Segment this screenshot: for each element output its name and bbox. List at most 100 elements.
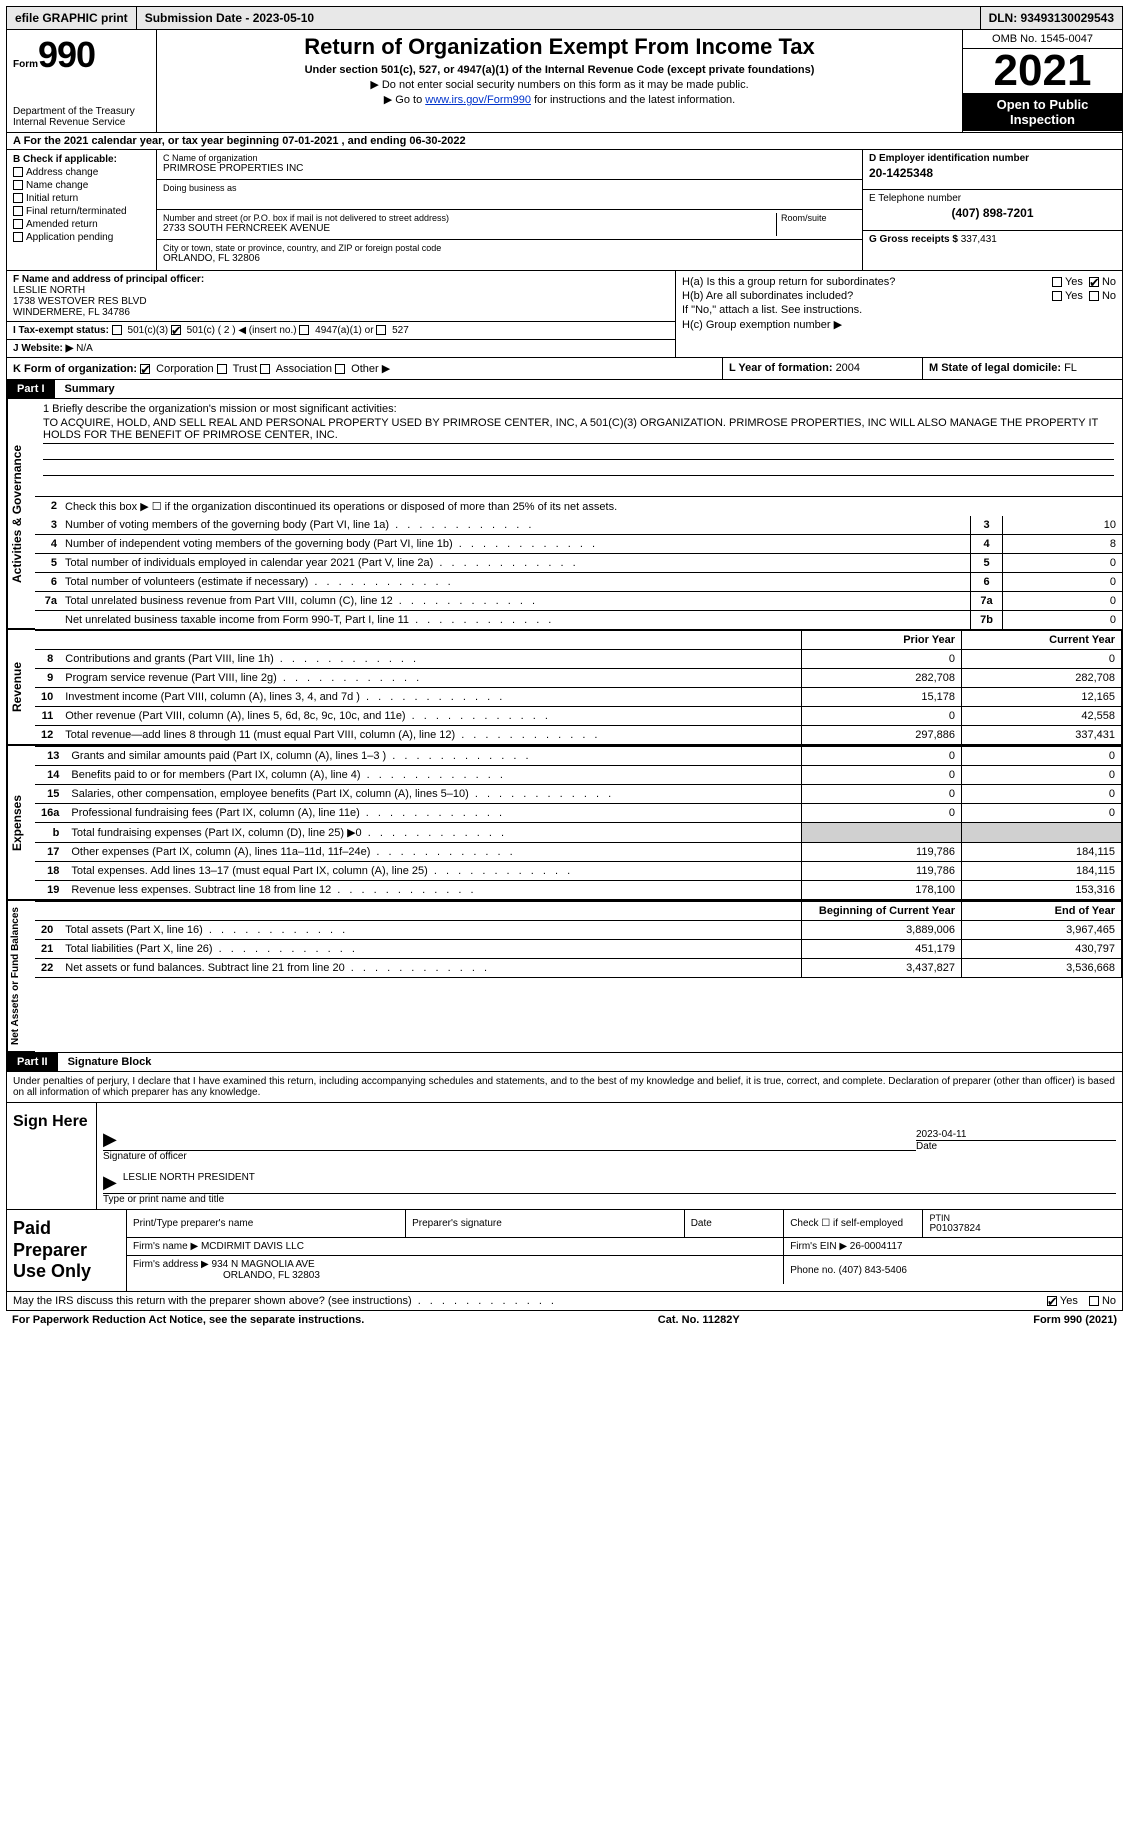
hb-label: H(b) Are all subordinates included? bbox=[682, 290, 1052, 302]
street-value: 2733 SOUTH FERNCREEK AVENUE bbox=[163, 223, 776, 234]
e-label: E Telephone number bbox=[869, 193, 1116, 204]
chk-ha-no[interactable] bbox=[1089, 277, 1099, 287]
section-b-c-d-e-g: B Check if applicable: Address change Na… bbox=[6, 150, 1123, 271]
table-row: 20Total assets (Part X, line 16)3,889,00… bbox=[35, 921, 1122, 940]
note-ssn: ▶ Do not enter social security numbers o… bbox=[163, 78, 956, 91]
row-a-tax-year: A For the 2021 calendar year, or tax yea… bbox=[6, 133, 1123, 150]
m-value: FL bbox=[1064, 362, 1077, 374]
table-row: 13Grants and similar amounts paid (Part … bbox=[35, 747, 1122, 766]
chk-amended-return[interactable] bbox=[13, 219, 23, 229]
row-k-l-m: K Form of organization: Corporation Trus… bbox=[6, 358, 1123, 380]
firm-ein: 26-0004117 bbox=[850, 1241, 903, 1252]
dept-label: Department of the Treasury bbox=[13, 106, 150, 117]
chk-association[interactable] bbox=[260, 364, 270, 374]
sign-block: Sign Here ▶ Signature of officer 2023-04… bbox=[6, 1103, 1123, 1210]
org-name: PRIMROSE PROPERTIES INC bbox=[163, 163, 856, 174]
b-label: B Check if applicable: bbox=[13, 154, 150, 165]
topbar: efile GRAPHIC print Submission Date - 20… bbox=[6, 6, 1123, 30]
summary-row: 4Number of independent voting members of… bbox=[35, 535, 1122, 554]
table-row: 16aProfessional fundraising fees (Part I… bbox=[35, 804, 1122, 823]
chk-application-pending[interactable] bbox=[13, 232, 23, 242]
sig-date-value: 2023-04-11 bbox=[916, 1129, 1116, 1141]
street-label: Number and street (or P.O. box if mail i… bbox=[163, 213, 776, 223]
table-row: 18Total expenses. Add lines 13–17 (must … bbox=[35, 862, 1122, 881]
sig-arrow2-icon: ▶ bbox=[103, 1172, 117, 1193]
ptin-value: P01037824 bbox=[929, 1223, 1116, 1234]
header-center: Return of Organization Exempt From Incom… bbox=[157, 30, 962, 132]
form-prefix: Form bbox=[13, 59, 38, 70]
footer: For Paperwork Reduction Act Notice, see … bbox=[6, 1311, 1123, 1329]
discuss-text: May the IRS discuss this return with the… bbox=[13, 1295, 1047, 1307]
section-h: H(a) Is this a group return for subordin… bbox=[676, 271, 1122, 357]
room-label: Room/suite bbox=[781, 213, 856, 223]
chk-trust[interactable] bbox=[217, 364, 227, 374]
chk-corporation[interactable] bbox=[140, 364, 150, 374]
chk-other[interactable] bbox=[335, 364, 345, 374]
firm-addr-label: Firm's address ▶ bbox=[133, 1259, 209, 1270]
col-d-e-g: D Employer identification number 20-1425… bbox=[862, 150, 1122, 270]
prep-self-employed: Check ☐ if self-employed bbox=[784, 1210, 923, 1238]
firm-addr1: 934 N MAGNOLIA AVE bbox=[212, 1259, 315, 1270]
chk-address-change[interactable] bbox=[13, 167, 23, 177]
d-label: D Employer identification number bbox=[869, 153, 1116, 164]
line2-text: Check this box ▶ ☐ if the organization d… bbox=[61, 497, 1122, 516]
hb-note: If "No," attach a list. See instructions… bbox=[682, 304, 1116, 316]
sign-here-label: Sign Here bbox=[7, 1103, 97, 1209]
form-subtitle: Under section 501(c), 527, or 4947(a)(1)… bbox=[163, 64, 956, 76]
chk-name-change[interactable] bbox=[13, 180, 23, 190]
table-row: 21Total liabilities (Part X, line 26)451… bbox=[35, 940, 1122, 959]
prep-sig-label: Preparer's signature bbox=[406, 1210, 685, 1238]
chk-initial-return[interactable] bbox=[13, 193, 23, 203]
phone-value: (407) 898-7201 bbox=[869, 206, 1116, 220]
firm-ein-label: Firm's EIN ▶ bbox=[790, 1241, 847, 1252]
summary-row: 3Number of voting members of the governi… bbox=[35, 516, 1122, 535]
vert-governance: Activities & Governance bbox=[7, 399, 35, 629]
chk-discuss-yes[interactable] bbox=[1047, 1296, 1057, 1306]
efile-print-button[interactable]: efile GRAPHIC print bbox=[7, 7, 137, 29]
irs-link[interactable]: www.irs.gov/Form990 bbox=[425, 94, 531, 106]
vert-revenue: Revenue bbox=[7, 630, 35, 745]
col-b-checks: B Check if applicable: Address change Na… bbox=[7, 150, 157, 270]
prep-date-label: Date bbox=[684, 1210, 784, 1238]
penalties-text: Under penalties of perjury, I declare th… bbox=[6, 1072, 1123, 1103]
summary-row: 7aTotal unrelated business revenue from … bbox=[35, 592, 1122, 611]
firm-addr2: ORLANDO, FL 32803 bbox=[223, 1270, 320, 1281]
sig-date-label: Date bbox=[916, 1141, 1116, 1152]
sig-officer-label: Signature of officer bbox=[103, 1151, 916, 1162]
header-right: OMB No. 1545-0047 2021 Open to Public In… bbox=[962, 30, 1122, 132]
submission-date: Submission Date - 2023-05-10 bbox=[137, 7, 980, 29]
chk-final-return[interactable] bbox=[13, 206, 23, 216]
summary-governance: Activities & Governance 1 Briefly descri… bbox=[6, 399, 1123, 630]
dln: DLN: 93493130029543 bbox=[980, 7, 1122, 29]
officer-name: LESLIE NORTH bbox=[13, 285, 669, 296]
firm-name: MCDIRMIT DAVIS LLC bbox=[201, 1241, 304, 1252]
open-public-badge: Open to Public Inspection bbox=[963, 93, 1122, 131]
chk-ha-yes[interactable] bbox=[1052, 277, 1062, 287]
sig-arrow-icon: ▶ bbox=[103, 1129, 117, 1150]
form-header: Form990 Department of the Treasury Inter… bbox=[6, 30, 1123, 133]
line1-label: 1 Briefly describe the organization's mi… bbox=[43, 403, 1114, 415]
chk-hb-no[interactable] bbox=[1089, 291, 1099, 301]
chk-527[interactable] bbox=[376, 325, 386, 335]
chk-discuss-no[interactable] bbox=[1089, 1296, 1099, 1306]
vert-netassets: Net Assets or Fund Balances bbox=[7, 901, 35, 1052]
table-row: 8Contributions and grants (Part VIII, li… bbox=[35, 650, 1122, 669]
table-row: 15Salaries, other compensation, employee… bbox=[35, 785, 1122, 804]
chk-501c3[interactable] bbox=[112, 325, 122, 335]
part1-header: Part I Summary bbox=[6, 380, 1123, 399]
typed-label: Type or print name and title bbox=[103, 1194, 1116, 1205]
paid-preparer-label: Paid Preparer Use Only bbox=[7, 1210, 127, 1291]
section-f-i-j: F Name and address of principal officer:… bbox=[7, 271, 676, 357]
form-left-col: Form990 Department of the Treasury Inter… bbox=[7, 30, 157, 132]
dba-label: Doing business as bbox=[163, 183, 856, 193]
part2-label: Part II bbox=[7, 1053, 58, 1071]
part1-label: Part I bbox=[7, 380, 55, 398]
irs-label: Internal Revenue Service bbox=[13, 117, 150, 128]
city-value: ORLANDO, FL 32806 bbox=[163, 253, 856, 264]
chk-4947[interactable] bbox=[299, 325, 309, 335]
chk-hb-yes[interactable] bbox=[1052, 291, 1062, 301]
gross-receipts: 337,431 bbox=[961, 234, 997, 245]
chk-501c[interactable] bbox=[171, 325, 181, 335]
form-title: Return of Organization Exempt From Incom… bbox=[163, 34, 956, 60]
officer-addr2: WINDERMERE, FL 34786 bbox=[13, 307, 669, 318]
